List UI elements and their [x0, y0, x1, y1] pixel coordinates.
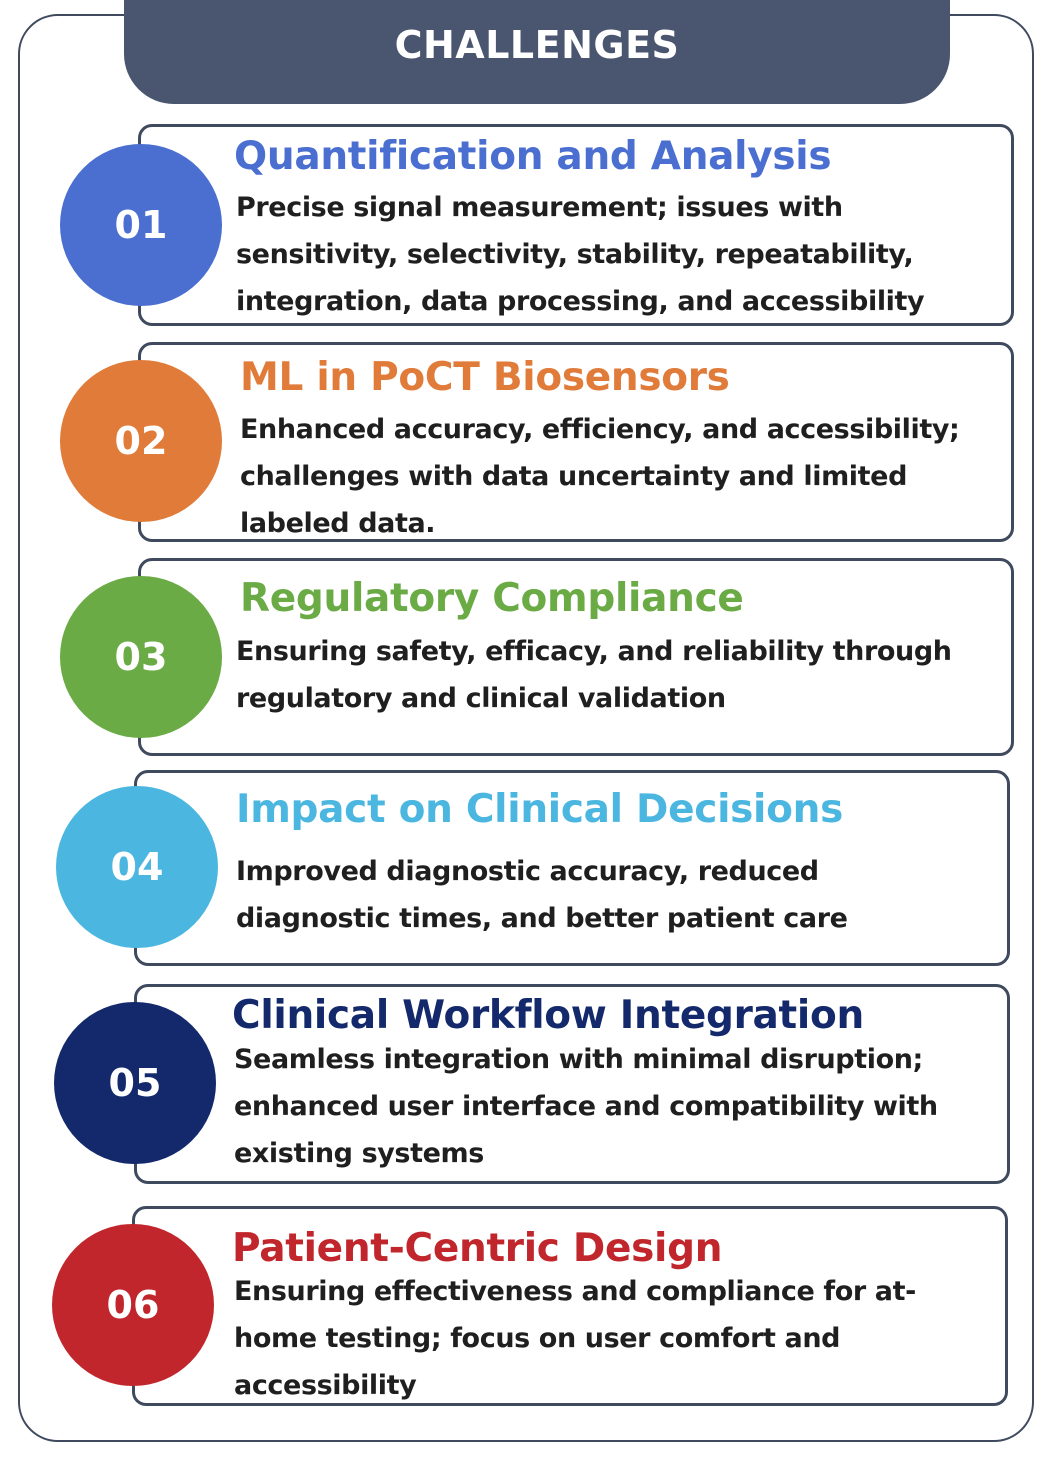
challenge-desc-04: Improved diagnostic accuracy, reduced di…	[236, 856, 848, 934]
challenge-card-02	[138, 342, 1014, 542]
challenge-number-02: 02	[114, 419, 168, 463]
challenge-desc-05: Seamless integration with minimal disrup…	[234, 1044, 938, 1169]
challenge-card-06	[132, 1206, 1008, 1406]
page-title: CHALLENGES	[394, 23, 680, 67]
challenge-number-badge-06: 06	[52, 1224, 214, 1386]
challenge-number-badge-01: 01	[60, 144, 222, 306]
challenge-number-03: 03	[114, 635, 168, 679]
challenge-number-badge-04: 04	[56, 786, 218, 948]
challenge-title-01: Quantification and Analysis	[234, 134, 832, 179]
challenge-card-03	[138, 558, 1014, 756]
header-banner: CHALLENGES	[124, 0, 950, 104]
challenge-title-05: Clinical Workflow Integration	[232, 993, 864, 1038]
challenge-number-badge-02: 02	[60, 360, 222, 522]
challenge-desc-03: Ensuring safety, efficacy, and reliabili…	[236, 636, 952, 714]
challenge-desc-02: Enhanced accuracy, efficiency, and acces…	[240, 414, 960, 539]
challenge-title-06: Patient-Centric Design	[232, 1226, 723, 1271]
challenge-desc-01: Precise signal measurement; issues with …	[236, 192, 925, 317]
challenge-title-02: ML in PoCT Biosensors	[240, 355, 730, 400]
challenge-number-06: 06	[106, 1283, 160, 1327]
challenge-card-05	[134, 984, 1010, 1184]
challenge-title-04: Impact on Clinical Decisions	[236, 787, 843, 832]
challenge-number-badge-05: 05	[54, 1002, 216, 1164]
challenge-number-05: 05	[108, 1061, 162, 1105]
challenge-desc-06: Ensuring effectiveness and compliance fo…	[234, 1276, 916, 1401]
challenge-number-badge-03: 03	[60, 576, 222, 738]
challenge-title-03: Regulatory Compliance	[240, 576, 744, 621]
challenge-number-04: 04	[110, 845, 164, 889]
challenge-card-01	[138, 124, 1014, 326]
challenge-card-04	[134, 770, 1010, 966]
challenge-number-01: 01	[114, 203, 168, 247]
